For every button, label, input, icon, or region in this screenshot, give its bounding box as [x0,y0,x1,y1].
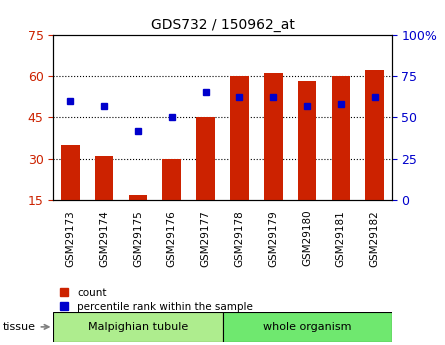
Text: tissue: tissue [3,322,49,332]
Text: whole organism: whole organism [263,322,351,332]
Title: GDS732 / 150962_at: GDS732 / 150962_at [150,18,295,32]
Bar [95,156,113,200]
Text: Malpighian tubule: Malpighian tubule [88,322,188,332]
Bar [264,73,283,200]
Bar [162,159,181,200]
FancyBboxPatch shape [222,312,392,342]
Bar [129,195,147,200]
Legend: count, percentile rank within the sample: count, percentile rank within the sample [59,288,253,312]
Bar [365,70,384,200]
Bar [298,81,316,200]
Bar [61,145,80,200]
Bar [196,117,215,200]
Bar [230,76,249,200]
Bar [332,76,350,200]
FancyBboxPatch shape [53,312,222,342]
